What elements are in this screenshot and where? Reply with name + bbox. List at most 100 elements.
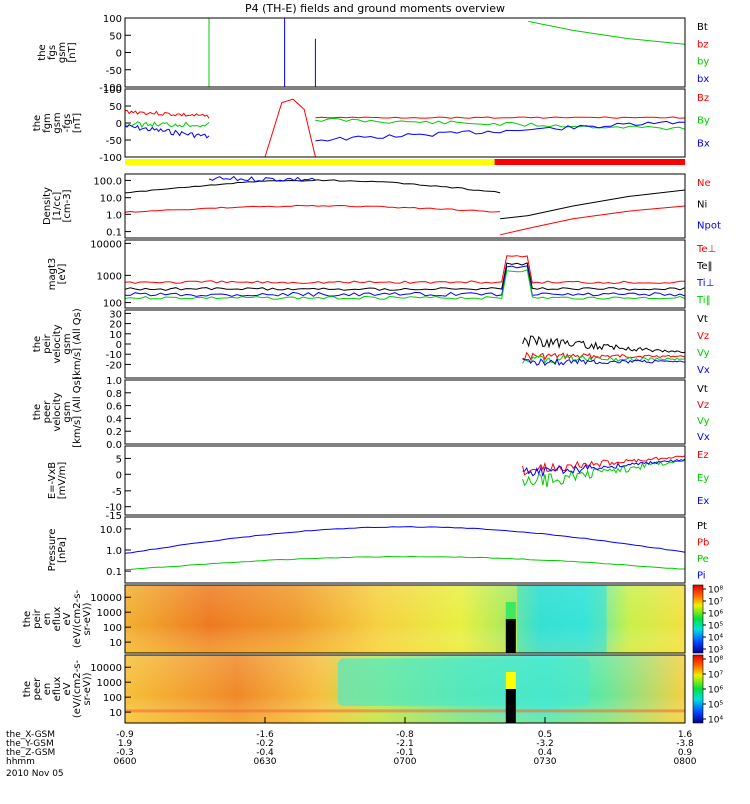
bz-trace-b (315, 116, 686, 119)
spectrogram-core (337, 658, 590, 706)
y-tick-label: -15 (106, 511, 122, 522)
y-tick-label: 1.0 (106, 210, 122, 221)
x-tick-label: -1.6 (256, 730, 274, 740)
y-tick-label: 5 (116, 454, 122, 465)
x-tick-label: 0.9 (678, 748, 693, 758)
y-axis-label: velocity (52, 392, 63, 431)
y-tick-label: 1000 (97, 271, 122, 282)
y-tick-label: 1000 (97, 678, 122, 689)
te-perp-trace (124, 255, 686, 285)
colorbar-tick-label: 10⁷ (708, 671, 723, 681)
panel-frame-7 (124, 445, 686, 516)
colorbar-tick-label: 10⁶ (708, 610, 723, 620)
x-tick-label: -3.2 (536, 739, 554, 749)
x-tick-label: -0.8 (396, 730, 414, 740)
bz-arc (264, 98, 316, 158)
legend-Ex: Ex (697, 496, 709, 507)
y-tick-label: -50 (106, 136, 122, 147)
y-axis-label: the (32, 404, 43, 420)
y-axis-label: (eV/(cm2-s- (72, 660, 83, 719)
y-tick-label: 1000 (97, 608, 122, 619)
y-axis-label: the (32, 115, 43, 131)
legend-Vz: Vz (697, 400, 709, 411)
panel-frame-9 (124, 584, 686, 654)
y-axis-label: sr-eV)) (82, 602, 93, 635)
legend-Vy: Vy (697, 416, 710, 427)
y-axis-label: the (22, 681, 33, 697)
x-date-label: 2010 Nov 05 (6, 769, 64, 779)
colorbar-10 (692, 654, 704, 724)
x-tick-label: 0.4 (538, 748, 553, 758)
y-tick-label: 30 (109, 309, 122, 320)
y-axis-label: [km/s] (All Qs) (72, 376, 83, 448)
legend-Vy: Vy (697, 348, 710, 359)
y-tick-label: -10 (106, 503, 122, 514)
ey-trace (522, 459, 686, 488)
y-tick-label: 0.4 (106, 414, 122, 425)
ni-trace (124, 179, 501, 194)
y-tick-label: 10000 (90, 239, 122, 250)
y-tick-label: 100 (103, 693, 122, 704)
x-tick-label: 0600 (114, 757, 137, 767)
y-axis-label: gsm (62, 401, 73, 422)
ti-perp-trace (124, 265, 686, 297)
colorbar-tick-label: 10³ (708, 646, 723, 656)
legend-Bx: Bx (697, 138, 710, 149)
y-tick-label: 100 (103, 623, 122, 634)
by-trace-a (124, 121, 210, 128)
x-tick-label: 0630 (254, 757, 277, 767)
y-tick-label: 10000 (90, 593, 122, 604)
y-axis-label: -fgs (62, 114, 73, 133)
y-axis-label: en (42, 613, 53, 626)
y-axis-label: en (42, 683, 53, 696)
data-gap-cap (505, 602, 516, 619)
legend-Vz: Vz (697, 331, 709, 342)
ti-par-trace (124, 269, 686, 300)
pe-trace (124, 555, 685, 571)
y-axis-label: E=-VxB (47, 462, 58, 499)
vy-trace (522, 354, 686, 365)
y-axis-label: peer (32, 677, 43, 701)
y-tick-label: 10 (109, 638, 122, 649)
y-tick-label: 0 (116, 340, 122, 351)
y-axis-label: the (32, 336, 43, 352)
x-tick-label: 0800 (674, 757, 697, 767)
y-tick-label: 0.1 (106, 228, 122, 239)
legend-Pt: Pt (697, 521, 707, 532)
panel-9: 10⁸ 10⁷ 10⁶ 10⁵ 10⁴ 10³ the peir en eflux eV (eV/(c… (22, 584, 723, 656)
legend-By: By (697, 116, 710, 127)
y-tick-label: 10.0 (100, 194, 122, 205)
ex-trace (522, 458, 686, 477)
panel-2: 100 50 0 -50 -100 Bz By Bx the fgm gsm -fgs [nT] (32, 85, 710, 165)
y-tick-label: 10.0 (100, 525, 122, 536)
panel-frame-6 (124, 379, 686, 445)
y-tick-label: -100 (99, 153, 122, 164)
bz-trace-a (124, 109, 210, 119)
y-axis-label: [1/cc] (52, 192, 63, 221)
y-tick-label: 0.8 (106, 389, 122, 400)
x-tick-label: 1.9 (118, 739, 133, 749)
y-tick-label: 100 (103, 299, 122, 310)
bx-trace-b (315, 120, 686, 142)
y-tick-label: -100 (99, 83, 122, 94)
colorbar-tick-label: 10⁴ (708, 634, 723, 644)
panel-8: 10.0 1.0 0.1 Pt Pb Pe Pi Pressure [nPa] (47, 516, 709, 584)
y-tick-label: 100.0 (93, 176, 122, 187)
colorbar-9 (692, 584, 704, 654)
y-tick-label: -20 (106, 360, 122, 371)
by-trace-b (315, 117, 686, 131)
y-tick-label: 0.1 (106, 567, 122, 578)
y-tick-label: 20 (109, 320, 122, 331)
y-tick-label: 0 (116, 470, 122, 481)
legend-Vx: Vx (697, 432, 710, 443)
x-tick-label: -0.9 (116, 730, 134, 740)
legend-Ey: Ey (697, 473, 709, 484)
y-axis-label: velocity (52, 324, 63, 363)
ni-trace-2 (500, 189, 686, 220)
colorbar-tick-label: 10⁵ (708, 622, 723, 632)
y-axis-label: sr-eV)) (82, 672, 93, 705)
y-axis-label: [nT] (72, 113, 83, 133)
legend-Bz: Bz (697, 93, 709, 104)
te-par-trace (124, 262, 686, 291)
